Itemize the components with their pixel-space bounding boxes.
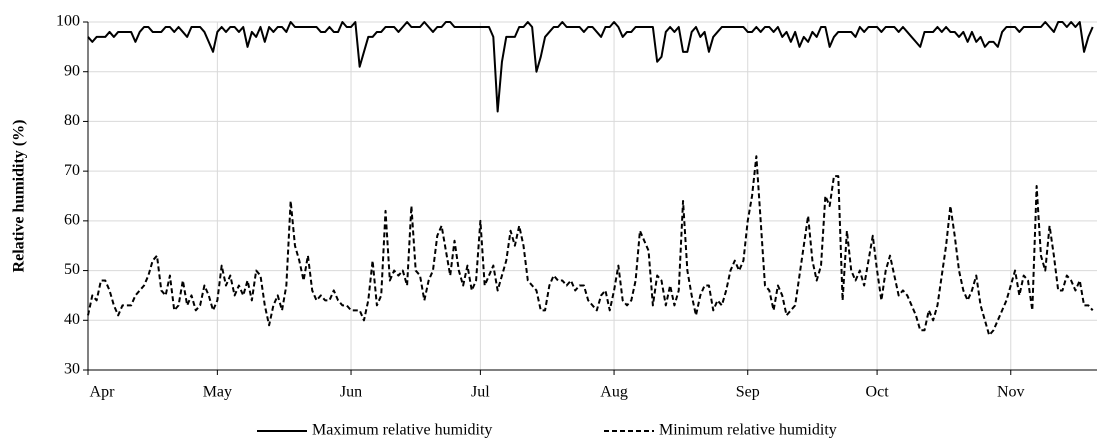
y-tick-label: 80: [64, 112, 80, 129]
y-tick-label: 70: [64, 162, 80, 179]
y-tick-label: 90: [64, 62, 80, 79]
y-tick-label: 50: [64, 261, 80, 278]
x-tick-label: Oct: [866, 384, 890, 401]
data-line: [87, 155, 1094, 337]
x-tick-label: Sep: [736, 384, 760, 401]
y-tick-label: 30: [64, 361, 80, 378]
y-tick-label: 40: [64, 311, 80, 328]
y-tick-label: 100: [56, 13, 80, 30]
data-line: [87, 21, 1094, 113]
legend-label: Minimum relative humidity: [659, 422, 837, 439]
x-tick-label: Jul: [471, 384, 490, 401]
y-axis-label: Relative humidity (%): [11, 120, 28, 273]
y-tick-label: 60: [64, 212, 80, 229]
x-tick-label: Nov: [997, 384, 1025, 401]
x-tick-label: Aug: [600, 384, 628, 401]
legend-label: Maximum relative humidity: [312, 422, 492, 439]
x-tick-label: May: [203, 384, 232, 401]
x-tick-label: Jun: [340, 384, 362, 401]
x-tick-label: Apr: [90, 384, 116, 401]
